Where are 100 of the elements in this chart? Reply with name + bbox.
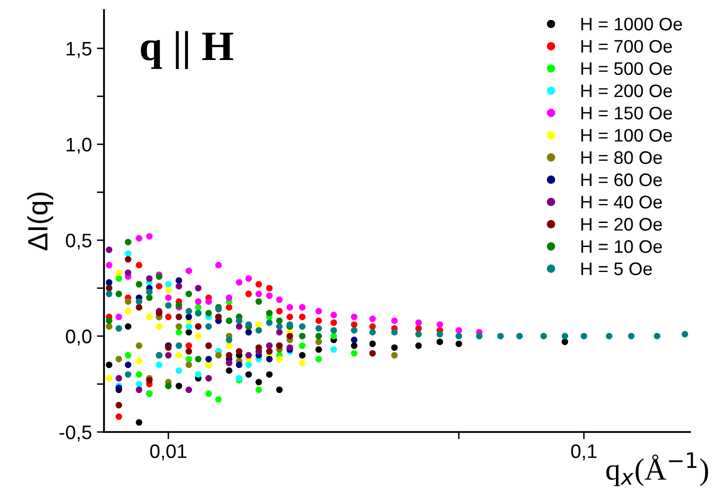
point [186,290,192,298]
point [194,356,202,362]
point [255,344,262,351]
point [165,314,172,320]
point [226,336,232,344]
point [136,371,142,378]
point [165,352,172,359]
point [266,284,273,292]
point [146,233,153,240]
point [176,328,182,336]
point [266,310,273,316]
point [266,348,273,355]
point [124,362,132,368]
point [245,290,252,298]
point [186,268,192,274]
point [176,382,182,390]
point [146,288,153,296]
point [205,310,212,316]
point [106,362,112,368]
annotation: q || H [140,31,234,70]
point [255,378,262,386]
point [176,282,182,290]
legend-label: H = 100 Oe [581,128,672,142]
point [186,362,192,368]
point [255,386,262,394]
point [156,323,162,330]
point [205,298,212,305]
point [205,356,212,362]
point [194,371,202,378]
point [116,356,122,362]
x-axis-title: q$_{x}$(Å$^{−1}$) [606,452,708,486]
point [186,386,192,394]
point [146,275,153,282]
y-tick-label: 1,0 [66,138,92,154]
point [236,348,242,355]
point [286,304,294,311]
point [194,304,202,311]
point [226,294,232,301]
point [106,262,112,268]
point [226,304,232,311]
point [146,294,153,301]
legend-label: H = 150 Oe [581,106,672,120]
point [266,371,273,378]
point [266,319,273,326]
point [165,286,172,294]
legend-label: H = 10 Oe [581,240,662,253]
point [124,250,132,257]
point [215,396,222,403]
point [226,367,232,374]
point [165,281,172,288]
point [205,323,212,330]
point [136,342,142,349]
point [136,298,142,305]
point [194,284,202,292]
point [186,342,192,349]
point [245,362,252,368]
point [106,375,112,382]
point [255,281,262,288]
point [215,262,222,268]
point [236,317,242,324]
point [186,308,192,314]
point [276,328,283,336]
point [215,352,222,359]
point [116,375,122,382]
point [205,375,212,382]
point [245,371,252,378]
point [226,360,232,366]
point [116,325,122,332]
point [106,284,112,292]
point [186,323,192,330]
point [124,238,132,246]
point [124,256,132,263]
point [106,290,112,298]
point [136,262,142,268]
point [124,270,132,276]
point [116,413,122,420]
point [245,352,252,359]
point [186,328,192,336]
point [124,352,132,359]
point [136,281,142,288]
point [116,290,122,298]
point [176,342,182,349]
point [116,402,122,408]
point [136,380,142,388]
legend-label: H = 80 Oe [581,151,662,164]
point [226,342,232,349]
legend-label: H = 700 Oe [581,40,672,53]
point [176,367,182,374]
point [106,317,112,324]
legend-label: H = 5 Oe [581,262,652,276]
point [176,352,182,359]
point [255,321,262,328]
point [186,314,192,320]
point [186,356,192,362]
legend-label: H = 40 Oe [581,196,662,208]
point [255,298,262,305]
point [106,246,112,254]
point [255,290,262,298]
point [165,294,172,301]
point [136,419,142,426]
